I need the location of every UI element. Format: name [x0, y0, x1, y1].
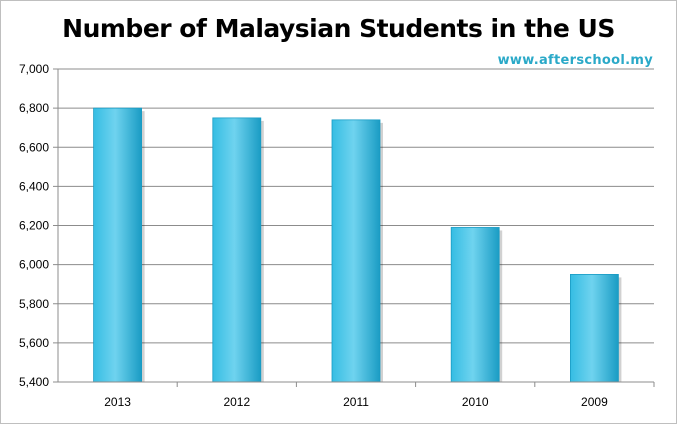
x-tick-label: 2010	[462, 395, 489, 409]
chart-title: Number of Malaysian Students in the US	[62, 14, 615, 43]
x-tick-label: 2009	[581, 395, 608, 409]
y-tick-label: 7,000	[19, 62, 49, 76]
y-tick-label: 5,400	[19, 375, 49, 389]
y-tick-label: 6,600	[19, 140, 49, 154]
bar-2012	[212, 117, 262, 383]
x-tick-label: 2012	[223, 395, 250, 409]
axes	[57, 69, 654, 383]
bar-2010	[450, 227, 500, 383]
y-tick-label: 5,600	[19, 336, 49, 350]
bar-2011	[331, 119, 381, 383]
bar-2013	[93, 107, 142, 383]
y-tick-label: 6,000	[19, 258, 49, 272]
bar-2009	[570, 274, 619, 383]
y-tick-label: 5,800	[19, 297, 49, 311]
x-tick-labels: 2013 2012 2011 2010 2009	[104, 395, 608, 409]
watermark-text: www.afterschool.my	[497, 53, 653, 68]
y-tick-label: 6,200	[19, 219, 49, 233]
bars	[93, 107, 622, 383]
y-tick-labels: 5,400 5,600 5,800 6,000 6,200 6,400 6,600 6,800…	[19, 62, 49, 389]
x-tick-label: 2011	[343, 395, 369, 409]
x-tick-label: 2013	[104, 395, 131, 409]
y-tick-label: 6,400	[19, 179, 49, 193]
y-tick-label: 6,800	[19, 101, 49, 115]
